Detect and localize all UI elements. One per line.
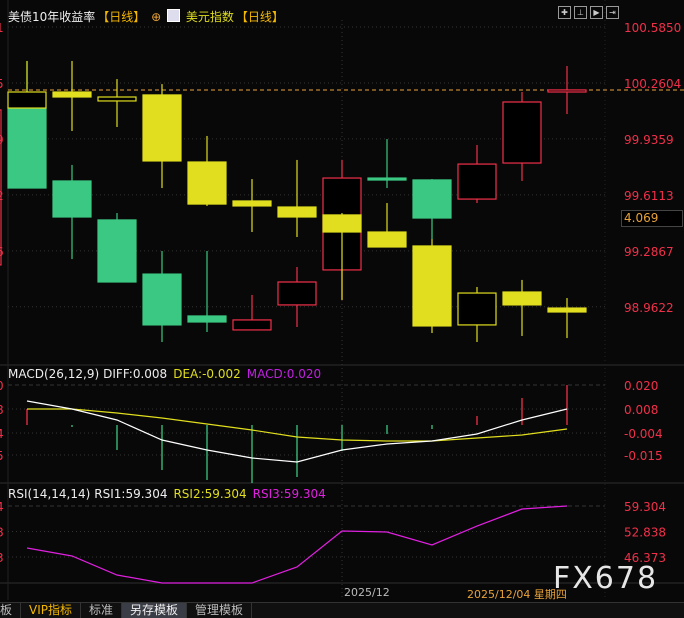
left-axis-fragment: 3 — [0, 551, 4, 565]
secondary-period[interactable]: 【日线】 — [235, 10, 284, 24]
candle-body — [7, 91, 47, 109]
price-tick-label: 100.5850 — [624, 21, 681, 35]
left-axis-fragment: 5 — [0, 77, 4, 91]
price-tick-label: 99.2867 — [624, 245, 674, 259]
price-tick-label: 99.6113 — [624, 189, 674, 203]
macd-title: MACD(26,12,9) — [8, 367, 100, 381]
tab-standard[interactable]: 标准 — [81, 603, 123, 618]
diff-value: DIFF:0.008 — [103, 367, 168, 381]
candle-body — [367, 231, 407, 248]
rsi-tick-label: 59.304 — [624, 500, 666, 514]
diff-line — [26, 400, 568, 463]
candle-body — [277, 281, 317, 306]
candle-body — [457, 292, 497, 326]
candle-body — [457, 163, 497, 200]
left-axis-fragment: 9 — [0, 133, 4, 147]
move-right-icon[interactable]: ⇥ — [606, 6, 619, 19]
candle-body — [412, 179, 452, 219]
left-axis-fragment: 4 — [0, 427, 4, 441]
rsi-panel[interactable] — [26, 505, 568, 584]
left-axis-fragment: 0 — [0, 379, 4, 393]
candle-body — [97, 219, 137, 283]
rsi-tick-label: 52.838 — [624, 526, 666, 540]
price-axes: 100.5850 1 100.2604 5 99.9359 9 99.6113 2 99.286… — [0, 21, 681, 565]
tab-vip-indicators[interactable]: VIP指标 — [21, 603, 82, 618]
left-axis-fragment: 4 — [0, 500, 4, 514]
candle-body — [232, 319, 272, 331]
price-tick-label: 100.2604 — [624, 77, 681, 91]
macd-tick-label: -0.004 — [624, 427, 663, 441]
rsi2-value: RSI2:59.304 — [173, 487, 247, 501]
left-axis-fragment: 5 — [0, 449, 4, 463]
tab-save-template[interactable]: 另存模板 — [122, 603, 188, 618]
price-tick-label: 99.9359 — [624, 133, 674, 147]
candle-body — [547, 89, 587, 93]
tab-manage-templates[interactable]: 管理模板 — [187, 603, 253, 618]
macd-legend: MACD(26,12,9) DIFF:0.008 DEA:-0.002 MACD:0.… — [8, 367, 327, 381]
chart-header: 美债10年收益率 【日线】 ⊕ 美元指数 【日线】 — [8, 8, 286, 25]
plus-circle-icon[interactable]: ⊕ — [151, 10, 162, 24]
candle-body — [52, 180, 92, 218]
left-axis-fragment: 6 — [0, 245, 4, 259]
zoom-range-icon[interactable]: ⊥ — [574, 6, 587, 19]
dea-value: DEA:-0.002 — [173, 367, 241, 381]
macd-tick-label: 0.020 — [624, 379, 658, 393]
candle-body — [142, 273, 182, 326]
chart-canvas[interactable]: 100.5850 1 100.2604 5 99.9359 9 99.6113 2 99.286… — [0, 0, 684, 602]
x-axis-month-label: 2025/12 — [344, 586, 390, 599]
candle-body — [52, 91, 92, 98]
macd-panel[interactable] — [26, 385, 568, 483]
candle-body — [187, 161, 227, 205]
candle-body — [232, 200, 272, 207]
candle-body — [277, 206, 317, 218]
primary-period[interactable]: 【日线】 — [97, 10, 146, 24]
rsi-legend: RSI(14,14,14) RSI1:59.304 RSI2:59.304 RSI3:… — [8, 487, 332, 501]
rsi-title: RSI(14,14,14) — [8, 487, 91, 501]
macd-tick-label: 0.008 — [624, 403, 658, 417]
candle-body — [322, 214, 362, 233]
template-tabs: 板 VIP指标 标准 另存模板 管理模板 — [0, 602, 684, 618]
macd-tick-label: -0.015 — [624, 449, 663, 463]
dea-line — [27, 408, 568, 442]
step-forward-icon[interactable]: ▶ — [590, 6, 603, 19]
candlestick-panel[interactable] — [0, 60, 684, 342]
tab-panel[interactable]: 板 — [0, 603, 22, 618]
candle-body — [502, 101, 542, 164]
candle-body — [547, 307, 587, 313]
rsi1-value: RSI1:59.304 — [94, 487, 168, 501]
candle-body — [142, 94, 182, 162]
candle-body — [367, 177, 407, 181]
secondary-symbol[interactable]: 美元指数 — [185, 10, 234, 24]
crosshair-icon[interactable]: ✚ — [558, 6, 571, 19]
macd-value: MACD:0.020 — [246, 367, 322, 381]
price-tick-label: 98.9622 — [624, 301, 674, 315]
left-axis-fragment: 8 — [0, 526, 4, 540]
candle-body — [502, 291, 542, 306]
candle-body — [412, 245, 452, 327]
candle-body — [97, 96, 137, 102]
chart-type-icon[interactable] — [167, 9, 181, 22]
rsi-tick-label: 46.373 — [624, 551, 666, 565]
candle-body — [187, 315, 227, 323]
rsi3-value: RSI3:59.304 — [252, 487, 326, 501]
rsi-line — [26, 505, 568, 584]
candle-body — [7, 107, 47, 189]
left-axis-fragment: 2 — [0, 189, 4, 203]
current-value-box: 4.069 — [621, 210, 683, 227]
primary-symbol[interactable]: 美债10年收益率 — [8, 10, 96, 24]
fx678-watermark: FX678 — [553, 561, 659, 596]
cursor-date-label: 2025/12/04 星期四 — [467, 588, 567, 601]
left-axis-fragment: 1 — [0, 21, 4, 35]
candle-body — [0, 109, 2, 266]
left-axis-fragment: 8 — [0, 403, 4, 417]
